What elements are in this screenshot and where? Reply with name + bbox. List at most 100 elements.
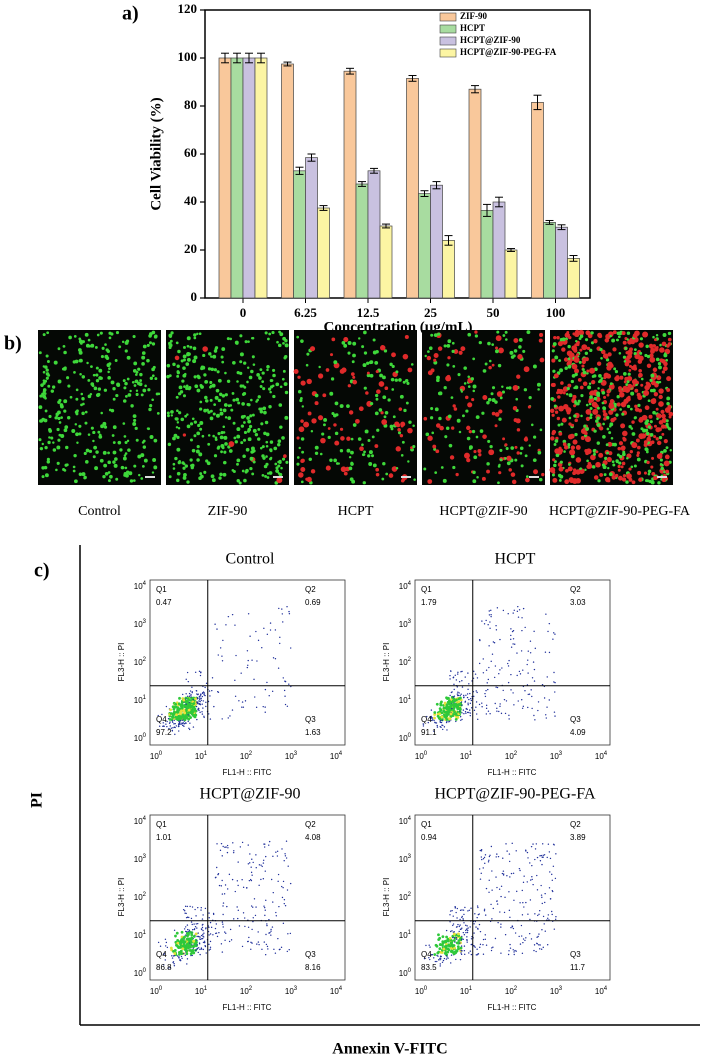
cell (252, 363, 256, 366)
event (234, 679, 236, 682)
event (286, 950, 289, 953)
cell (606, 456, 612, 463)
cell (378, 408, 383, 412)
cell (149, 435, 154, 440)
cell (134, 426, 138, 431)
event (548, 699, 550, 701)
cell (123, 454, 127, 457)
cell (498, 347, 504, 354)
cell (578, 360, 582, 364)
event (452, 696, 455, 698)
event (507, 681, 510, 684)
tick-base: 10 (399, 582, 408, 591)
cell (382, 395, 387, 400)
event (509, 916, 511, 919)
event (210, 926, 213, 929)
cell (261, 473, 265, 477)
cell (617, 464, 621, 469)
cell (664, 407, 671, 413)
cell (628, 467, 632, 471)
cell (94, 466, 99, 471)
cell (666, 376, 672, 382)
cell (298, 446, 301, 450)
cell (81, 411, 85, 416)
event (189, 716, 193, 719)
tick-exp: 1 (204, 751, 208, 757)
y-tick-label: 101 (399, 695, 412, 706)
cell (638, 372, 643, 378)
event (281, 848, 283, 850)
event (456, 716, 460, 719)
event (538, 913, 540, 915)
event (199, 938, 201, 940)
event (192, 947, 194, 949)
cell (423, 416, 428, 421)
event (182, 941, 185, 944)
tick-base: 10 (134, 620, 143, 629)
cell (597, 332, 602, 338)
cell (107, 479, 111, 483)
event (281, 613, 284, 615)
tick-exp: 0 (408, 968, 412, 974)
event (462, 931, 465, 934)
cell (249, 456, 254, 461)
cell (310, 469, 316, 474)
cell (343, 471, 348, 476)
cell (216, 370, 220, 374)
cell (569, 449, 576, 456)
cell (473, 449, 477, 454)
event (270, 930, 272, 932)
cell (102, 450, 107, 455)
cell (607, 352, 612, 357)
event (225, 624, 227, 626)
cell (331, 411, 335, 416)
event (166, 720, 168, 723)
cell (608, 383, 615, 390)
cell (185, 362, 190, 366)
cell (53, 360, 58, 365)
tick-exp: 2 (408, 657, 412, 663)
cell (610, 436, 614, 440)
cell (567, 357, 571, 361)
event (440, 711, 444, 715)
event (176, 708, 179, 712)
event (276, 855, 279, 857)
cell (484, 362, 488, 366)
cell (581, 344, 588, 351)
event (442, 706, 446, 710)
cell (107, 451, 110, 455)
cell (622, 474, 626, 478)
cell (99, 458, 104, 463)
event (225, 932, 227, 934)
cell (558, 359, 562, 363)
event (264, 914, 266, 917)
error-bar (221, 52, 229, 64)
cell (122, 379, 126, 383)
event (186, 697, 190, 700)
event (548, 887, 551, 889)
cell (567, 364, 572, 369)
cell (209, 380, 213, 385)
cell (551, 349, 555, 353)
cell (201, 434, 205, 438)
cell (379, 373, 383, 378)
cell (214, 346, 219, 350)
cell (78, 337, 82, 341)
cell (98, 435, 103, 439)
event (269, 931, 271, 934)
cell (494, 412, 500, 417)
event (231, 613, 234, 616)
event (169, 946, 173, 950)
cell (314, 401, 319, 406)
cell (574, 355, 578, 359)
cell (257, 427, 261, 431)
event (185, 703, 187, 705)
bar (343, 70, 357, 299)
cell (567, 443, 571, 447)
event (181, 947, 185, 951)
x-tick-label: 101 (195, 986, 208, 997)
cell (337, 462, 340, 465)
event (452, 709, 455, 712)
cell (266, 472, 270, 475)
cell (55, 412, 59, 416)
